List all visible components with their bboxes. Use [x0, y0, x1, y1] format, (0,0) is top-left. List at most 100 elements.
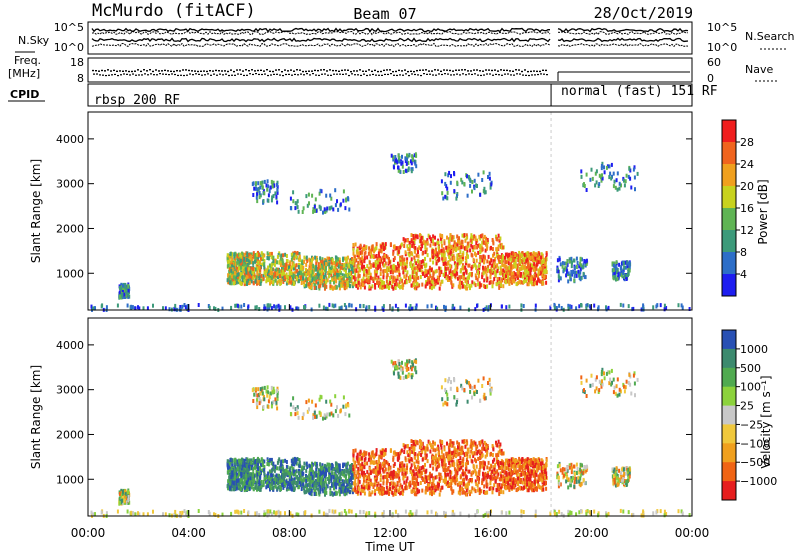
velocity-cell — [324, 492, 326, 497]
power-colorbar-tick-label: 4 — [740, 268, 747, 281]
power-cell — [291, 265, 293, 270]
power-cell — [288, 271, 291, 276]
power-cell — [308, 267, 311, 272]
power-cell — [331, 277, 333, 282]
power-cell — [375, 246, 378, 250]
velocity-cell — [319, 465, 322, 470]
power-cell — [416, 281, 419, 286]
power-cell — [387, 283, 390, 288]
power-cell — [458, 257, 461, 262]
power-cell — [503, 263, 506, 268]
freq-point — [113, 69, 115, 72]
power-cell — [614, 268, 616, 273]
velocity-cell — [315, 492, 318, 496]
power-cell — [446, 190, 449, 195]
velocity-cell — [290, 486, 293, 491]
power-cell — [362, 268, 365, 273]
power-cell — [411, 243, 414, 248]
nave-point — [537, 73, 539, 76]
power-cell — [309, 262, 312, 267]
power-cell — [559, 262, 562, 267]
power-cell — [410, 283, 413, 288]
power-cell — [351, 264, 354, 269]
power-cell — [353, 254, 356, 259]
power-cell — [434, 247, 437, 252]
power-cell — [122, 286, 125, 291]
power-cell — [520, 253, 523, 258]
nave-point — [393, 74, 395, 76]
power-cell — [259, 268, 262, 273]
power-cell — [409, 304, 412, 308]
velocity-cell — [266, 462, 269, 466]
velocity-cell — [310, 464, 313, 469]
nave-point — [486, 73, 488, 75]
velocity-cell — [244, 473, 247, 478]
power-cell — [248, 280, 251, 285]
power-cell — [276, 200, 279, 205]
power-cell — [338, 273, 341, 278]
nave-point — [189, 73, 191, 75]
nave-point — [348, 74, 350, 77]
velocity-cell — [309, 491, 312, 496]
nave-point — [525, 74, 527, 76]
power-cell — [297, 306, 300, 311]
power-cell — [623, 275, 626, 280]
power-cell — [483, 190, 486, 195]
power-cell — [382, 304, 385, 309]
velocity-cell — [318, 492, 321, 497]
power-cell — [346, 273, 349, 278]
velocity-cell — [319, 486, 322, 491]
noise-traces — [91, 27, 689, 48]
power-cell — [466, 174, 469, 179]
power-cell — [535, 262, 538, 267]
freq-point — [188, 69, 190, 72]
power-cell — [544, 274, 547, 279]
power-cell — [523, 252, 526, 257]
power-cell — [542, 281, 545, 286]
velocity-cell — [314, 483, 317, 488]
velocity-cell — [345, 464, 348, 469]
power-cell — [566, 259, 569, 264]
power-cell — [522, 271, 525, 276]
power-cell — [363, 264, 365, 269]
power-cell — [481, 240, 484, 245]
velocity-cell — [254, 462, 257, 467]
power-cell — [486, 276, 489, 281]
velocity-cell — [328, 475, 331, 480]
power-cell — [458, 238, 461, 243]
velocity-cell — [266, 457, 269, 462]
power-cell — [449, 244, 452, 249]
power-cell — [461, 252, 464, 257]
power-cell — [255, 195, 258, 200]
power-cell — [321, 259, 324, 264]
power-cell — [231, 264, 234, 269]
cpid-panel: CPID rbsp 200 RF normal (fast) 151 RF — [8, 83, 718, 108]
velocity-cell — [314, 479, 317, 483]
power-cell — [494, 256, 497, 261]
power-cell — [440, 253, 443, 258]
power-cell — [391, 285, 394, 289]
power-cell — [311, 263, 314, 268]
nave-point — [354, 74, 356, 76]
power-cell — [385, 284, 388, 289]
freq-point — [527, 70, 529, 73]
power-cell — [297, 279, 300, 284]
nave-point — [378, 74, 380, 76]
velocity-cell — [338, 482, 341, 487]
power-cell — [328, 274, 331, 279]
freq-point — [173, 70, 175, 73]
power-cell — [394, 303, 397, 308]
freq-point — [476, 69, 478, 71]
freq-point — [257, 69, 259, 72]
power-cell — [419, 239, 422, 243]
power-cell — [287, 274, 290, 279]
nave-point — [345, 73, 347, 75]
power-cell — [267, 193, 270, 198]
freq-point — [359, 69, 361, 71]
freq-point — [482, 70, 484, 72]
power-cell — [515, 253, 518, 257]
power-cell — [344, 282, 347, 287]
power-cell — [455, 271, 457, 276]
freq-point — [530, 70, 532, 73]
power-cell — [237, 277, 240, 282]
